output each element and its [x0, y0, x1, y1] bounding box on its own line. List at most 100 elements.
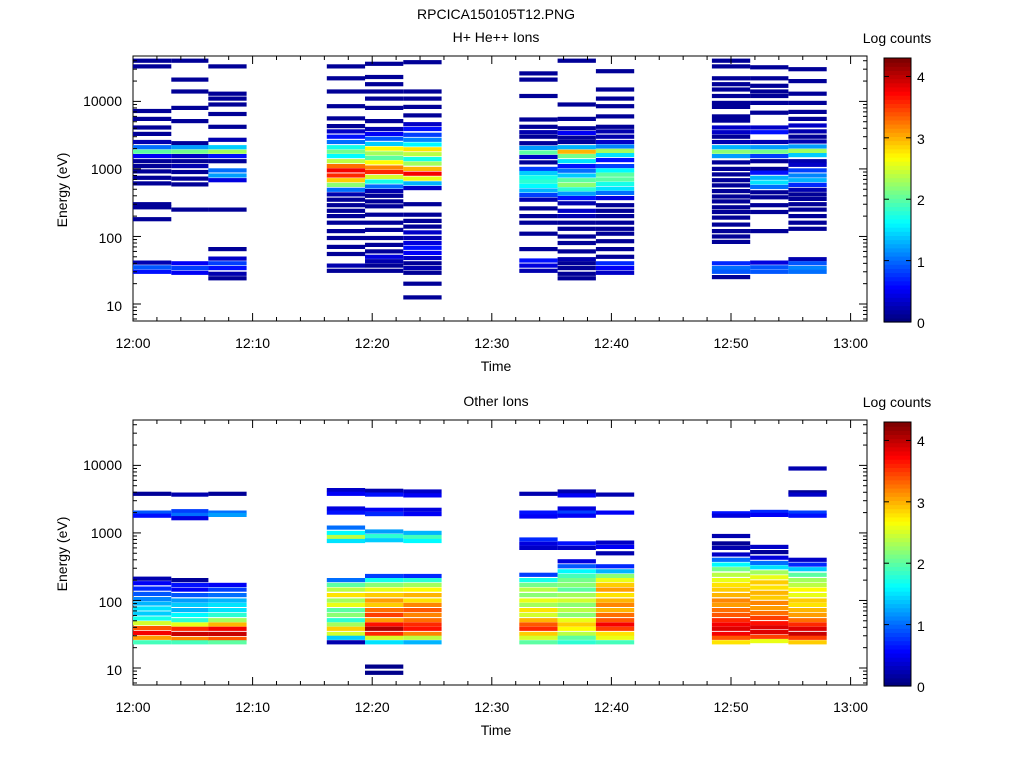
- heatmap-cell: [788, 202, 827, 207]
- heatmap-cell: [365, 82, 404, 87]
- colorbar-segment: [884, 508, 911, 514]
- colorbar-segment: [884, 124, 911, 129]
- heatmap-cell: [326, 139, 366, 145]
- heatmap-cell: [750, 159, 789, 164]
- colorbar-segment: [884, 251, 911, 257]
- heatmap-cell: [557, 640, 596, 645]
- heatmap-cell: [788, 159, 827, 164]
- heatmap-cell: [595, 618, 635, 623]
- heatmap-cell: [519, 93, 558, 99]
- heatmap-cell: [519, 635, 558, 640]
- colorbar-segment: [884, 194, 911, 199]
- colorbar-segment: [884, 620, 911, 625]
- colorbar-segment: [884, 218, 911, 224]
- heatmap-cell: [133, 205, 172, 210]
- heatmap-cell: [365, 141, 404, 146]
- heatmap-cell: [711, 552, 751, 557]
- heatmap-cell: [788, 269, 827, 274]
- heatmap-cell: [750, 560, 789, 565]
- heatmap-cell: [208, 266, 247, 271]
- colorbar-segment: [884, 128, 911, 133]
- heatmap-cell: [208, 159, 247, 164]
- heatmap-cell: [557, 622, 596, 627]
- heatmap-cell: [326, 598, 366, 603]
- heatmap-cell: [171, 622, 209, 627]
- heatmap-cell: [208, 102, 247, 107]
- heatmap-cell: [133, 202, 172, 207]
- colorbar-segment: [884, 272, 911, 278]
- heatmap-cell: [519, 631, 558, 636]
- heatmap-cell: [750, 190, 789, 195]
- heatmap-cell: [133, 125, 172, 130]
- heatmap-cell: [557, 635, 596, 640]
- heatmap-cell: [208, 261, 247, 266]
- heatmap-cell: [788, 626, 827, 631]
- colorbar-segment: [884, 471, 911, 477]
- heatmap-cell: [557, 226, 596, 231]
- heatmap-cell: [365, 533, 404, 539]
- heatmap-cell: [403, 132, 442, 137]
- heatmap-cell: [711, 139, 751, 145]
- heatmap-cell: [365, 635, 404, 640]
- heatmap-cell: [788, 490, 827, 495]
- heatmap-cell: [326, 154, 366, 159]
- heatmap-cell: [750, 630, 789, 635]
- heatmap-cell: [750, 600, 789, 605]
- heatmap-cell: [365, 254, 404, 259]
- heatmap-cell: [403, 60, 442, 65]
- heatmap-cell: [750, 265, 789, 270]
- heatmap-cell: [750, 580, 789, 585]
- heatmap-cell: [133, 269, 172, 274]
- heatmap-cell: [557, 257, 596, 262]
- colorbar-segment: [884, 537, 911, 543]
- heatmap-cell: [171, 602, 209, 607]
- heatmap-cell: [557, 631, 596, 636]
- heatmap-cell: [557, 608, 596, 613]
- heatmap-cell: [403, 538, 442, 544]
- heatmap-cell: [326, 192, 366, 197]
- heatmap-cell: [133, 581, 172, 586]
- heatmap-cell: [595, 69, 635, 74]
- heatmap-cell: [557, 149, 596, 154]
- heatmap-cell: [711, 269, 751, 274]
- heatmap-cell: [403, 612, 442, 618]
- colorbar-tick-label: 2: [917, 192, 925, 208]
- heatmap-cell: [711, 234, 751, 239]
- heatmap-cell: [365, 664, 404, 669]
- heatmap-cell: [133, 154, 172, 159]
- colorbar-segment: [884, 99, 911, 104]
- heatmap-cell: [365, 492, 404, 497]
- heatmap-cell: [365, 136, 404, 141]
- heatmap-cell: [595, 226, 635, 231]
- heatmap-cell: [403, 224, 442, 229]
- colorbar-gradient: [884, 422, 911, 687]
- heatmap-cell: [595, 261, 635, 266]
- heatmap-cell: [595, 164, 635, 169]
- heatmap-cell: [208, 510, 247, 515]
- heatmap-cell: [403, 147, 442, 152]
- x-tick-label: 12:20: [355, 699, 390, 715]
- heatmap-cell: [519, 77, 558, 82]
- colorbar-segment: [884, 297, 911, 302]
- heatmap-cell: [403, 281, 442, 286]
- heatmap-cell: [557, 493, 596, 498]
- heatmap-cell: [208, 168, 247, 173]
- heatmap-cell: [557, 154, 596, 159]
- heatmap-cell: [750, 125, 789, 130]
- heatmap-cell: [750, 512, 789, 517]
- heatmap-cell: [133, 591, 172, 596]
- heatmap-cell: [750, 606, 789, 611]
- heatmap-cell: [711, 545, 751, 550]
- y-axis-label: Energy (eV): [54, 517, 70, 592]
- heatmap-cell: [403, 512, 442, 517]
- heatmap-cell: [171, 58, 209, 63]
- heatmap-cell: [750, 166, 789, 171]
- heatmap-cell: [326, 64, 366, 69]
- heatmap-cell: [365, 602, 404, 607]
- heatmap-cell: [365, 179, 404, 184]
- heatmap-cell: [403, 266, 442, 271]
- figure-title: RPCICA150105T12.PNG: [417, 6, 575, 22]
- colorbar-segment: [884, 422, 911, 427]
- heatmap-cell: [557, 135, 596, 140]
- heatmap-cell: [403, 578, 442, 583]
